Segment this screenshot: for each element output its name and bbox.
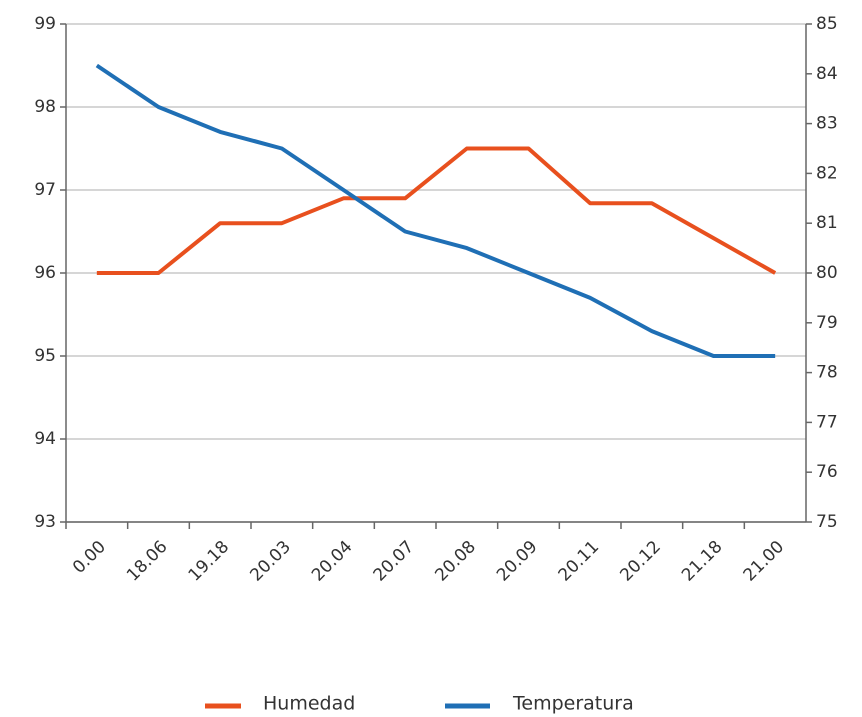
x-tick-label: 18.06 bbox=[123, 537, 172, 586]
legend-label: Humedad bbox=[263, 693, 355, 715]
y2-tick-label: 75 bbox=[816, 512, 838, 532]
x-tick-label: 21.18 bbox=[678, 537, 727, 586]
y-tick-label: 98 bbox=[34, 97, 56, 117]
x-tick-label: 20.11 bbox=[555, 537, 604, 586]
x-tick-label: 20.07 bbox=[370, 537, 419, 586]
y-tick-label: 94 bbox=[34, 429, 56, 449]
y2-tick-label: 82 bbox=[816, 163, 838, 183]
y2-tick-label: 79 bbox=[816, 313, 838, 333]
y2-tick-label: 80 bbox=[816, 263, 838, 283]
x-tick-label: 0.00 bbox=[69, 537, 110, 578]
x-tick-label: 20.04 bbox=[308, 537, 357, 586]
y2-tick-label: 84 bbox=[816, 64, 838, 84]
x-tick-label: 21.00 bbox=[740, 537, 789, 586]
y-tick-label: 99 bbox=[34, 14, 56, 34]
legend-label: Temperatura bbox=[512, 693, 634, 715]
y2-tick-label: 81 bbox=[816, 213, 838, 233]
x-tick-label: 20.08 bbox=[431, 537, 480, 586]
x-tick-label: 19.18 bbox=[185, 537, 234, 586]
y2-tick-label: 76 bbox=[816, 462, 838, 482]
x-tick-label: 20.09 bbox=[493, 537, 542, 586]
line-series bbox=[95, 63, 776, 358]
y2-tick-label: 83 bbox=[816, 114, 838, 134]
y-tick-label: 96 bbox=[34, 263, 56, 283]
y-tick-label: 95 bbox=[34, 346, 56, 366]
y2-tick-label: 78 bbox=[816, 363, 838, 383]
y2-tick-label: 77 bbox=[816, 412, 838, 432]
x-tick-label: 20.03 bbox=[246, 537, 295, 586]
y-tick-label: 93 bbox=[34, 512, 56, 532]
line-series bbox=[96, 146, 777, 275]
x-tick-label: 20.12 bbox=[616, 537, 665, 586]
y-tick-label: 97 bbox=[34, 180, 56, 200]
y2-tick-label: 85 bbox=[816, 14, 838, 34]
